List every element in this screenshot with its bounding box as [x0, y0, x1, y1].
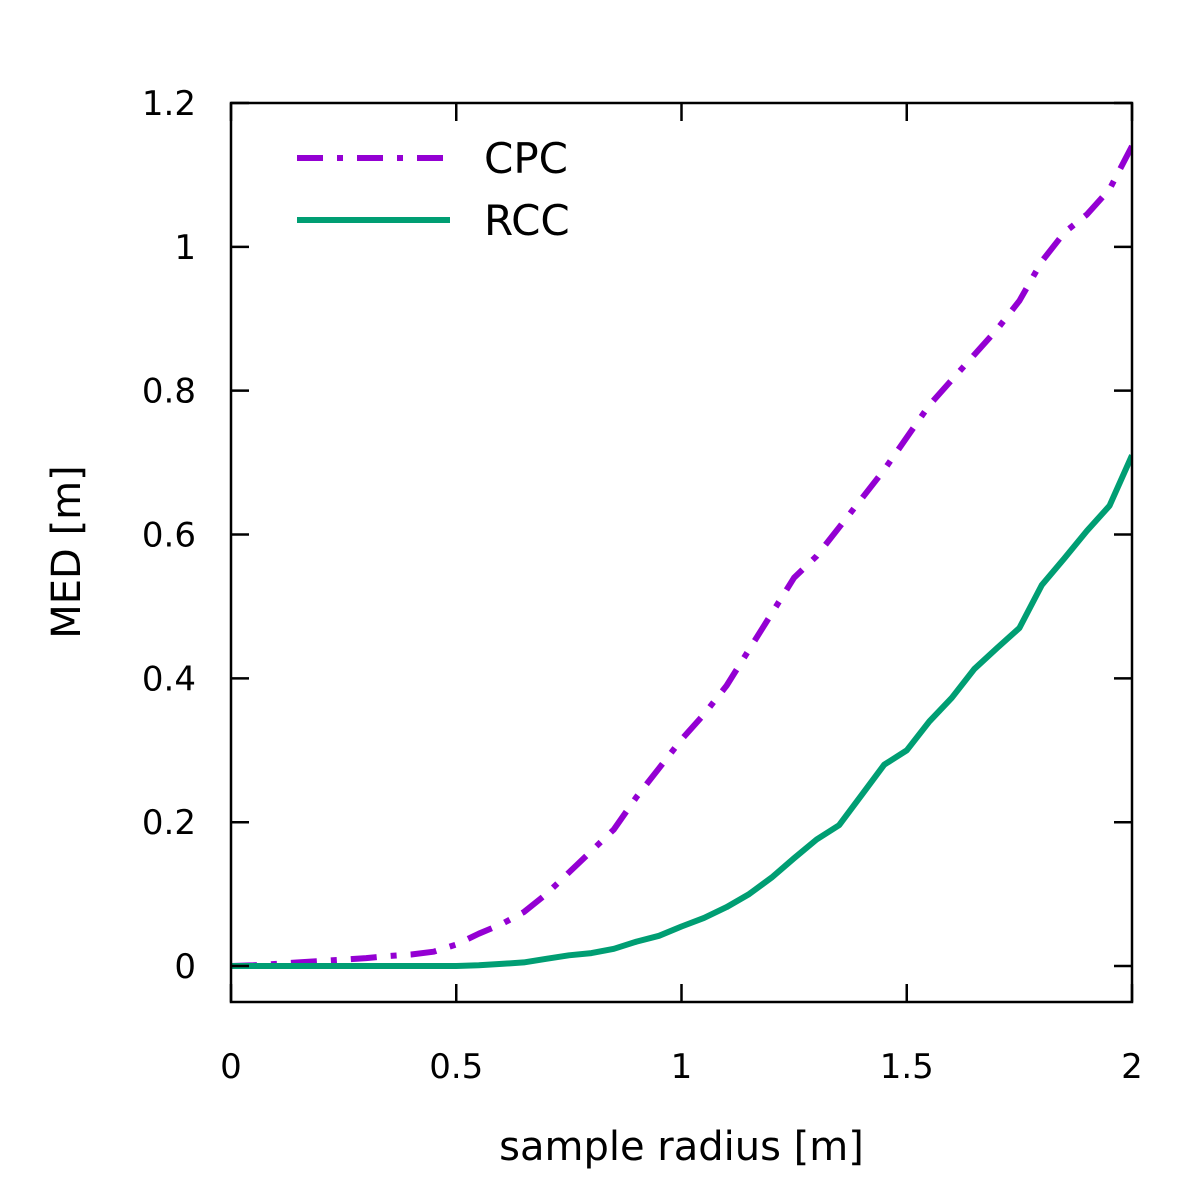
tick-layer: 0 0.5 1 1.5 2 0 0.2 0.4 0.6 0.8 1 1.2 [142, 84, 1143, 1087]
y-tick-label: 0 [174, 947, 196, 987]
y-tick-label: 1.2 [142, 84, 196, 124]
y-tick-label: 0.4 [142, 659, 196, 699]
y-tick-label: 1 [174, 228, 196, 268]
x-tick-label: 2 [1121, 1047, 1143, 1087]
y-axis-label: MED [m] [44, 465, 90, 638]
x-axis-label: sample radius [m] [499, 1124, 864, 1170]
legend-label-cpc: CPC [484, 134, 568, 183]
x-tick-label: 0.5 [429, 1047, 483, 1087]
x-tick-label: 1.5 [880, 1047, 934, 1087]
legend: CPC RCC [297, 134, 570, 245]
y-tick-label: 0.2 [142, 803, 196, 843]
y-tick-label: 0.8 [142, 372, 196, 412]
plot-frame [229, 101, 1134, 1004]
x-tick-label: 0 [220, 1047, 242, 1087]
x-tick-label: 1 [671, 1047, 693, 1087]
series-layer [231, 144, 1132, 969]
series-line-cpc [231, 144, 1132, 969]
y-tick-label: 0.6 [142, 516, 196, 556]
series-line-rcc [231, 454, 1132, 969]
legend-label-rcc: RCC [484, 196, 570, 245]
